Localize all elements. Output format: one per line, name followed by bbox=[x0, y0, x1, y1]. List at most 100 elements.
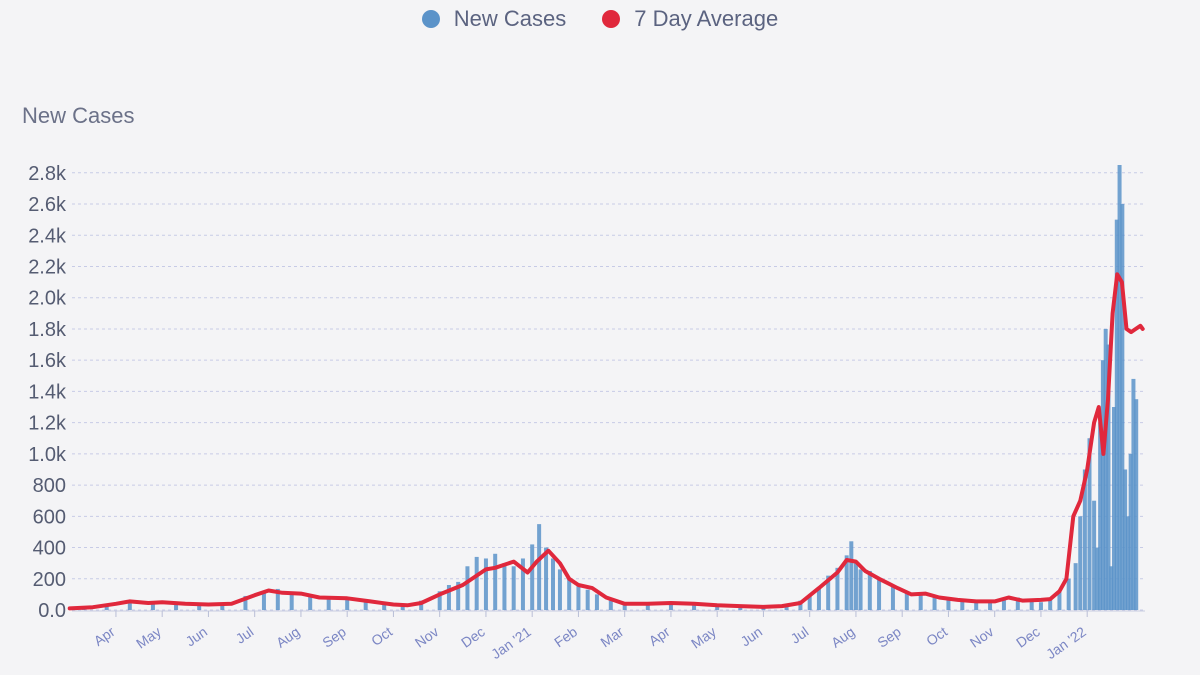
new-cases-bar bbox=[465, 566, 470, 610]
x-tick-label: Jul bbox=[233, 623, 257, 646]
new-cases-bar bbox=[275, 588, 280, 610]
x-tick-label: Sep bbox=[874, 623, 904, 651]
y-tick-label: 1.4k bbox=[28, 381, 67, 403]
seven-day-average-line-group bbox=[67, 272, 1145, 611]
new-cases-bar bbox=[437, 591, 442, 610]
new-cases-bar bbox=[1048, 597, 1053, 610]
new-cases-bar bbox=[853, 563, 858, 610]
new-cases-bar bbox=[1106, 344, 1111, 610]
y-tick-label: 1.0k bbox=[28, 444, 67, 466]
new-cases-bar bbox=[867, 570, 872, 610]
x-tick-label: Jun bbox=[182, 623, 210, 649]
new-cases-bar bbox=[1001, 599, 1006, 610]
new-cases-bar bbox=[849, 541, 854, 610]
new-cases-bar bbox=[345, 597, 350, 610]
y-tick-label: 2.4k bbox=[28, 225, 67, 247]
new-cases-bar bbox=[1114, 219, 1119, 611]
y-tick-label: 2.8k bbox=[28, 163, 67, 185]
new-cases-bar bbox=[1073, 563, 1078, 610]
new-cases-bar bbox=[826, 575, 831, 610]
new-cases-bar bbox=[502, 563, 507, 610]
x-tick-label: Sep bbox=[319, 623, 349, 651]
new-cases-bar bbox=[1120, 204, 1125, 610]
x-tick-label: Oct bbox=[923, 623, 950, 649]
new-cases-bar bbox=[1112, 407, 1117, 610]
legend-dot-7-day-average bbox=[602, 10, 621, 28]
new-cases-bar bbox=[557, 569, 562, 610]
new-cases-bar bbox=[844, 555, 849, 610]
new-cases-bar bbox=[1109, 566, 1114, 610]
new-cases-bar bbox=[511, 566, 516, 610]
new-cases-bar bbox=[1015, 597, 1020, 610]
x-tick-label: Nov bbox=[967, 623, 997, 650]
new-cases-bar bbox=[1100, 360, 1105, 610]
new-cases-bar bbox=[715, 605, 720, 610]
x-tick-label: Dec bbox=[458, 623, 488, 650]
new-cases-bar bbox=[289, 592, 294, 610]
y-tick-label: 400 bbox=[33, 538, 66, 560]
new-cases-bar bbox=[1098, 422, 1103, 610]
x-tick-label: Jun bbox=[737, 623, 765, 649]
new-cases-bar bbox=[1131, 378, 1136, 610]
new-cases-bar bbox=[243, 595, 248, 610]
x-tick-label: Oct bbox=[368, 623, 395, 649]
legend: New Cases 7 Day Average bbox=[0, 6, 1200, 32]
new-cases-bar bbox=[150, 602, 155, 610]
y-tick-label: 2.0k bbox=[28, 288, 67, 310]
new-cases-bar bbox=[585, 589, 590, 610]
x-tick-label: Apr bbox=[91, 623, 118, 649]
legend-label-7-day-average: 7 Day Average bbox=[634, 6, 779, 31]
new-cases-bar bbox=[946, 597, 951, 610]
new-cases-bar bbox=[326, 596, 331, 610]
new-cases-bar bbox=[174, 603, 179, 610]
new-cases-bar bbox=[622, 603, 627, 610]
new-cases-bar bbox=[645, 602, 650, 610]
new-cases-bar bbox=[835, 567, 840, 610]
y-tick-label: 600 bbox=[33, 506, 66, 528]
y-tick-label: 2.6k bbox=[28, 194, 67, 216]
new-cases-bar bbox=[890, 586, 895, 610]
x-tick-label: May bbox=[688, 623, 719, 651]
new-cases-bar bbox=[974, 600, 979, 610]
new-cases-bar bbox=[483, 558, 488, 610]
new-cases-bar bbox=[1029, 600, 1034, 610]
new-cases-bar bbox=[1087, 438, 1092, 610]
new-cases-bar bbox=[493, 553, 498, 610]
legend-item-7-day-average[interactable]: 7 Day Average bbox=[602, 6, 778, 32]
new-cases-bar bbox=[530, 544, 535, 610]
new-cases-bar bbox=[363, 599, 368, 610]
x-tick-label: Jul bbox=[788, 623, 812, 646]
new-cases-bar bbox=[807, 595, 812, 610]
new-cases-bar bbox=[1095, 547, 1100, 610]
new-cases-bar bbox=[544, 547, 549, 610]
new-cases-bar bbox=[1078, 516, 1083, 610]
new-cases-bar bbox=[798, 600, 803, 610]
new-cases-bar bbox=[567, 578, 572, 610]
y-tick-label: 2.2k bbox=[28, 256, 67, 278]
new-cases-bar bbox=[576, 585, 581, 610]
y-tick-label: 200 bbox=[33, 569, 66, 591]
new-cases-bar bbox=[308, 594, 313, 610]
x-tick-label: Mar bbox=[597, 623, 626, 650]
new-cases-bar bbox=[692, 604, 697, 610]
y-tick-label: 800 bbox=[33, 475, 66, 497]
new-cases-bar bbox=[1082, 469, 1087, 610]
legend-dot-new-cases bbox=[421, 10, 440, 28]
x-tick-label: Apr bbox=[646, 623, 673, 649]
new-cases-bar bbox=[400, 606, 405, 610]
new-cases-bar bbox=[220, 602, 225, 610]
new-cases-bar bbox=[537, 524, 542, 610]
legend-item-new-cases[interactable]: New Cases bbox=[421, 6, 566, 32]
new-cases-bar bbox=[520, 558, 525, 610]
y-tick-label: 1.8k bbox=[28, 319, 67, 341]
x-tick-label: Aug bbox=[828, 623, 858, 650]
x-tick-label: Nov bbox=[412, 623, 442, 650]
new-cases-bar bbox=[1123, 469, 1128, 610]
new-cases-bar bbox=[1117, 165, 1122, 610]
y-tick-label: 1.6k bbox=[28, 350, 67, 372]
new-cases-bar bbox=[1066, 578, 1071, 610]
new-cases-bar bbox=[456, 581, 461, 610]
new-cases-bar bbox=[668, 602, 673, 610]
x-tick-label: Jan '22 bbox=[1043, 623, 1089, 662]
